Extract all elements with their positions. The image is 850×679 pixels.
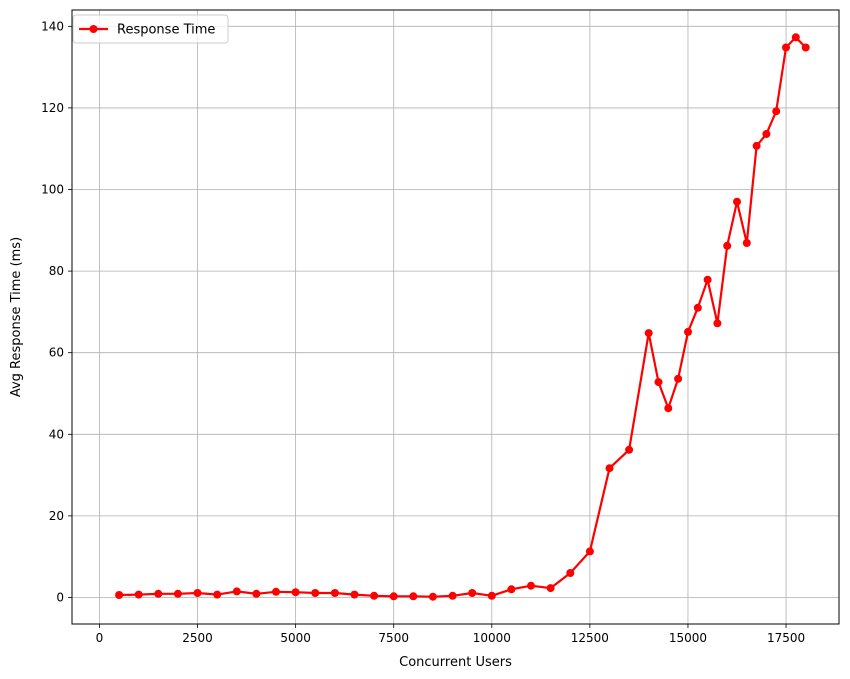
data-point: [664, 404, 673, 413]
data-point: [654, 378, 663, 387]
data-point: [605, 464, 614, 473]
data-point: [232, 587, 241, 596]
data-point: [752, 141, 761, 150]
y-tick-label: 80: [49, 264, 64, 278]
data-point: [566, 569, 575, 577]
data-point: [193, 589, 202, 597]
data-point: [693, 303, 702, 312]
data-point: [585, 547, 594, 556]
grid-lines: [72, 10, 839, 624]
data-point: [428, 592, 437, 601]
y-tick-label: 100: [41, 183, 64, 197]
x-tick-label: 12500: [571, 631, 609, 645]
data-point: [644, 329, 653, 338]
data-point: [487, 591, 496, 600]
axis-ticks: 0 2500 5000 7500 10000 12500 15000 17500 0 20 40 60…: [41, 19, 805, 645]
data-point: [742, 239, 751, 247]
data-point: [389, 592, 398, 601]
y-axis-label: Avg Response Time (ms): [9, 237, 24, 397]
data-point: [468, 589, 477, 597]
x-tick-label: 17500: [767, 631, 805, 645]
data-point: [713, 319, 722, 328]
y-tick-label: 20: [49, 509, 64, 523]
x-tick-label: 7500: [378, 631, 409, 645]
data-point: [272, 587, 280, 596]
data-point: [772, 107, 781, 116]
y-tick-label: 120: [41, 101, 64, 115]
data-point: [370, 591, 379, 600]
data-point: [252, 589, 261, 598]
data-point: [115, 591, 124, 599]
x-tick-label: 15000: [669, 631, 707, 645]
y-tick-label: 40: [49, 427, 64, 441]
data-point: [782, 43, 790, 52]
data-point: [674, 374, 683, 383]
data-point: [154, 589, 163, 598]
x-tick-label: 2500: [182, 631, 213, 645]
data-point: [448, 591, 457, 600]
data-point: [173, 589, 182, 598]
data-point: [291, 588, 300, 597]
data-point: [134, 590, 143, 599]
axes-frame: [71, 9, 840, 625]
y-tick-label: 140: [41, 19, 64, 33]
legend-box: [72, 14, 229, 44]
data-point: [684, 327, 692, 336]
x-tick-label: 10000: [473, 631, 511, 645]
x-tick-label: 0: [96, 631, 104, 645]
series-layer: [115, 33, 810, 601]
y-tick-label: 0: [56, 590, 64, 604]
data-point: [546, 584, 555, 593]
data-point: [409, 592, 418, 601]
data-point: [723, 241, 732, 250]
legend-label: Response Time: [117, 23, 215, 38]
data-point: [507, 585, 516, 594]
data-point: [625, 445, 634, 454]
legend: Response Time: [72, 14, 229, 44]
data-point: [527, 581, 535, 590]
data-point: [703, 275, 712, 284]
data-point: [762, 130, 771, 138]
x-tick-label: 5000: [280, 631, 311, 645]
legend-marker-swatch: [89, 25, 98, 33]
data-point: [330, 589, 339, 597]
data-point: [801, 43, 810, 52]
data-point: [733, 197, 741, 206]
data-point: [311, 589, 320, 597]
data-point: [213, 590, 222, 599]
x-axis-label: Concurrent Users: [399, 655, 512, 670]
y-tick-label: 60: [49, 346, 64, 360]
data-point: [350, 590, 359, 599]
data-point: [791, 33, 800, 42]
